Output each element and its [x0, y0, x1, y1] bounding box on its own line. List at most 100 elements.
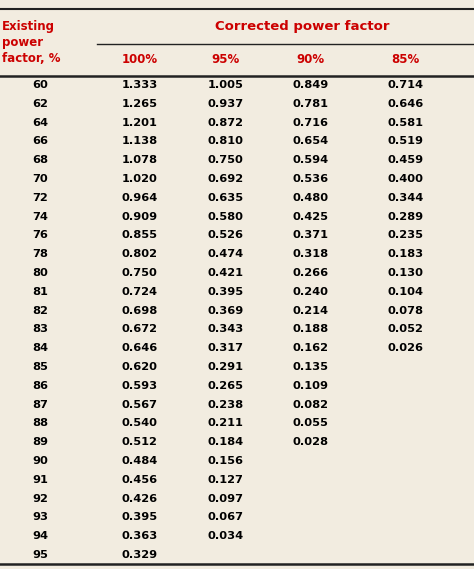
Text: 0.646: 0.646 [387, 99, 423, 109]
Text: 0.849: 0.849 [292, 80, 328, 90]
Text: 0.714: 0.714 [387, 80, 423, 90]
Text: 0.692: 0.692 [207, 174, 243, 184]
Text: 90: 90 [32, 456, 48, 466]
Text: 0.028: 0.028 [292, 437, 328, 447]
Text: 0.580: 0.580 [207, 212, 243, 222]
Text: 76: 76 [32, 230, 48, 241]
Text: 0.078: 0.078 [387, 306, 423, 316]
Text: 0.291: 0.291 [207, 362, 243, 372]
Text: 84: 84 [32, 343, 48, 353]
Text: 0.802: 0.802 [122, 249, 158, 259]
Text: 0.459: 0.459 [387, 155, 423, 165]
Text: 87: 87 [32, 399, 48, 410]
Text: 0.344: 0.344 [387, 193, 423, 203]
Text: 0.184: 0.184 [207, 437, 243, 447]
Text: 60: 60 [32, 80, 48, 90]
Text: 0.265: 0.265 [207, 381, 243, 391]
Text: 0.052: 0.052 [387, 324, 423, 335]
Text: 0.909: 0.909 [122, 212, 158, 222]
Text: 72: 72 [32, 193, 48, 203]
Text: 0.716: 0.716 [292, 118, 328, 127]
Text: 0.536: 0.536 [292, 174, 328, 184]
Text: 0.646: 0.646 [122, 343, 158, 353]
Text: 1.138: 1.138 [122, 137, 158, 146]
Text: 0.211: 0.211 [207, 418, 243, 428]
Text: 90%: 90% [296, 53, 325, 66]
Text: 0.474: 0.474 [207, 249, 243, 259]
Text: 80: 80 [32, 268, 48, 278]
Text: 62: 62 [32, 99, 48, 109]
Text: 0.400: 0.400 [387, 174, 423, 184]
Text: 100%: 100% [122, 53, 158, 66]
Text: 0.067: 0.067 [207, 513, 243, 522]
Text: 0.127: 0.127 [207, 475, 243, 485]
Text: 1.078: 1.078 [122, 155, 158, 165]
Text: 1.201: 1.201 [122, 118, 158, 127]
Text: 89: 89 [32, 437, 48, 447]
Text: 0.480: 0.480 [292, 193, 328, 203]
Text: 0.484: 0.484 [122, 456, 158, 466]
Text: 88: 88 [32, 418, 48, 428]
Text: Existing
power
factor, %: Existing power factor, % [2, 19, 61, 65]
Text: 0.026: 0.026 [387, 343, 423, 353]
Text: 86: 86 [32, 381, 48, 391]
Text: 0.317: 0.317 [207, 343, 243, 353]
Text: 0.162: 0.162 [292, 343, 328, 353]
Text: 0.214: 0.214 [292, 306, 328, 316]
Text: 0.964: 0.964 [122, 193, 158, 203]
Text: 0.318: 0.318 [292, 249, 328, 259]
Text: 0.240: 0.240 [292, 287, 328, 297]
Text: 0.519: 0.519 [387, 137, 423, 146]
Text: 1.005: 1.005 [207, 80, 243, 90]
Text: 1.020: 1.020 [122, 174, 158, 184]
Text: 83: 83 [32, 324, 48, 335]
Text: 74: 74 [32, 212, 48, 222]
Text: 95%: 95% [211, 53, 239, 66]
Text: 94: 94 [32, 531, 48, 541]
Text: 0.567: 0.567 [122, 399, 158, 410]
Text: 0.082: 0.082 [292, 399, 328, 410]
Text: 0.781: 0.781 [292, 99, 328, 109]
Text: 92: 92 [32, 494, 48, 504]
Text: 0.937: 0.937 [207, 99, 243, 109]
Text: 0.724: 0.724 [122, 287, 158, 297]
Text: 64: 64 [32, 118, 48, 127]
Text: 0.130: 0.130 [387, 268, 423, 278]
Text: 68: 68 [32, 155, 48, 165]
Text: 78: 78 [32, 249, 48, 259]
Text: 0.526: 0.526 [207, 230, 243, 241]
Text: 0.750: 0.750 [207, 155, 243, 165]
Text: 66: 66 [32, 137, 48, 146]
Text: 0.266: 0.266 [292, 268, 328, 278]
Text: 91: 91 [32, 475, 48, 485]
Text: 0.540: 0.540 [122, 418, 158, 428]
Text: 0.097: 0.097 [207, 494, 243, 504]
Text: 0.371: 0.371 [292, 230, 328, 241]
Text: 0.654: 0.654 [292, 137, 328, 146]
Text: 0.672: 0.672 [122, 324, 158, 335]
Text: 0.750: 0.750 [122, 268, 158, 278]
Text: 0.425: 0.425 [292, 212, 328, 222]
Text: 0.635: 0.635 [207, 193, 243, 203]
Text: 0.594: 0.594 [292, 155, 328, 165]
Text: 1.333: 1.333 [122, 80, 158, 90]
Text: 0.395: 0.395 [207, 287, 243, 297]
Text: 0.363: 0.363 [122, 531, 158, 541]
Text: 0.034: 0.034 [207, 531, 243, 541]
Text: 0.156: 0.156 [207, 456, 243, 466]
Text: 70: 70 [32, 174, 48, 184]
Text: 0.395: 0.395 [122, 513, 158, 522]
Text: 0.188: 0.188 [292, 324, 328, 335]
Text: 0.855: 0.855 [122, 230, 158, 241]
Text: 0.369: 0.369 [207, 306, 243, 316]
Text: 0.329: 0.329 [122, 550, 158, 560]
Text: 93: 93 [32, 513, 48, 522]
Text: 1.265: 1.265 [122, 99, 158, 109]
Text: 0.698: 0.698 [122, 306, 158, 316]
Text: 85%: 85% [391, 53, 419, 66]
Text: 0.238: 0.238 [207, 399, 243, 410]
Text: 0.512: 0.512 [122, 437, 158, 447]
Text: 0.620: 0.620 [122, 362, 158, 372]
Text: 0.581: 0.581 [387, 118, 423, 127]
Text: 0.810: 0.810 [207, 137, 243, 146]
